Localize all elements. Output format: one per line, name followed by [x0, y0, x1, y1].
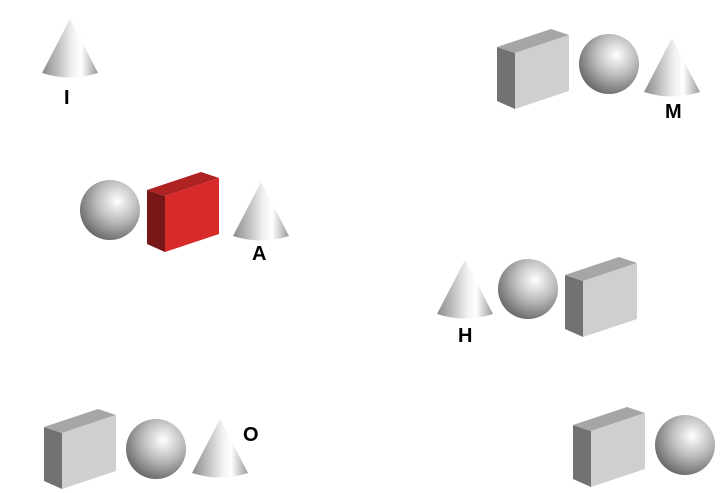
cone-shape — [233, 182, 289, 241]
shape-group-a — [80, 172, 289, 252]
cube-shape — [147, 172, 219, 252]
cone-shape — [42, 19, 98, 78]
cone-shape — [192, 419, 248, 478]
group-label-O: O — [243, 424, 259, 446]
group-label-M: M — [665, 101, 682, 123]
cube-shape — [497, 29, 569, 109]
cone-shape — [437, 260, 493, 319]
group-label-A: A — [252, 243, 267, 265]
cube-shape — [573, 407, 645, 487]
group-label-H: H — [458, 325, 473, 347]
sphere-shape — [655, 415, 715, 475]
sphere-shape — [579, 34, 639, 94]
shape-group-unlabeled — [573, 407, 715, 487]
cube-shape — [565, 257, 637, 337]
sphere-shape — [498, 259, 558, 319]
group-label-I: I — [64, 87, 70, 109]
cube-shape — [44, 409, 116, 489]
shape-group-m — [497, 29, 700, 109]
shape-group-i — [42, 19, 98, 78]
cone-shape — [644, 38, 700, 97]
shape-group-h — [437, 257, 637, 337]
sphere-shape — [126, 419, 186, 479]
sphere-shape — [80, 180, 140, 240]
shape-group-o — [44, 409, 248, 489]
